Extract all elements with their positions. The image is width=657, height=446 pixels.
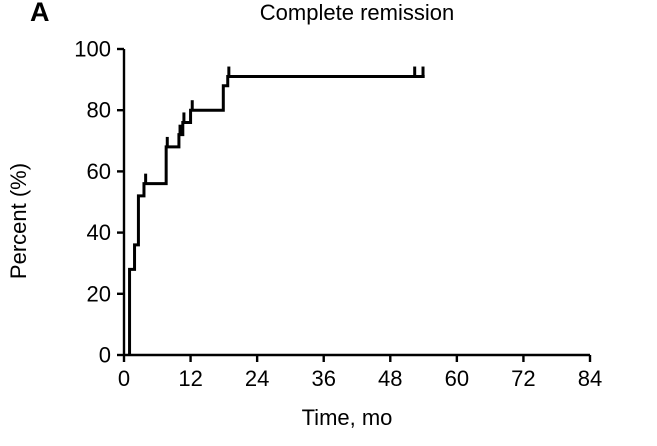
y-tick-label: 40	[87, 220, 111, 245]
x-tick-label: 0	[118, 366, 130, 391]
y-tick-label: 0	[99, 342, 111, 367]
x-tick-label: 12	[178, 366, 202, 391]
y-tick-label: 100	[74, 36, 111, 61]
y-tick-label: 60	[87, 159, 111, 184]
tick-labels: 0 20 40 60 80 100 0 12 24 36 48 60 72 84	[74, 36, 602, 391]
x-axis-title: Time, mo	[301, 405, 393, 430]
x-tick-label: 48	[378, 366, 402, 391]
x-tick-label: 36	[311, 366, 335, 391]
chart-title: Complete remission	[259, 0, 455, 25]
y-tick-label: 20	[87, 281, 111, 306]
panel-label: A	[30, 0, 50, 27]
x-tick-label: 60	[445, 366, 469, 391]
x-tick-label: 84	[578, 366, 602, 391]
y-tick-label: 80	[87, 98, 111, 123]
x-tick-label: 24	[245, 366, 269, 391]
axes	[117, 47, 592, 362]
censor-marks	[144, 66, 425, 184]
x-tick-label: 72	[511, 366, 535, 391]
remission-curve	[128, 75, 425, 355]
